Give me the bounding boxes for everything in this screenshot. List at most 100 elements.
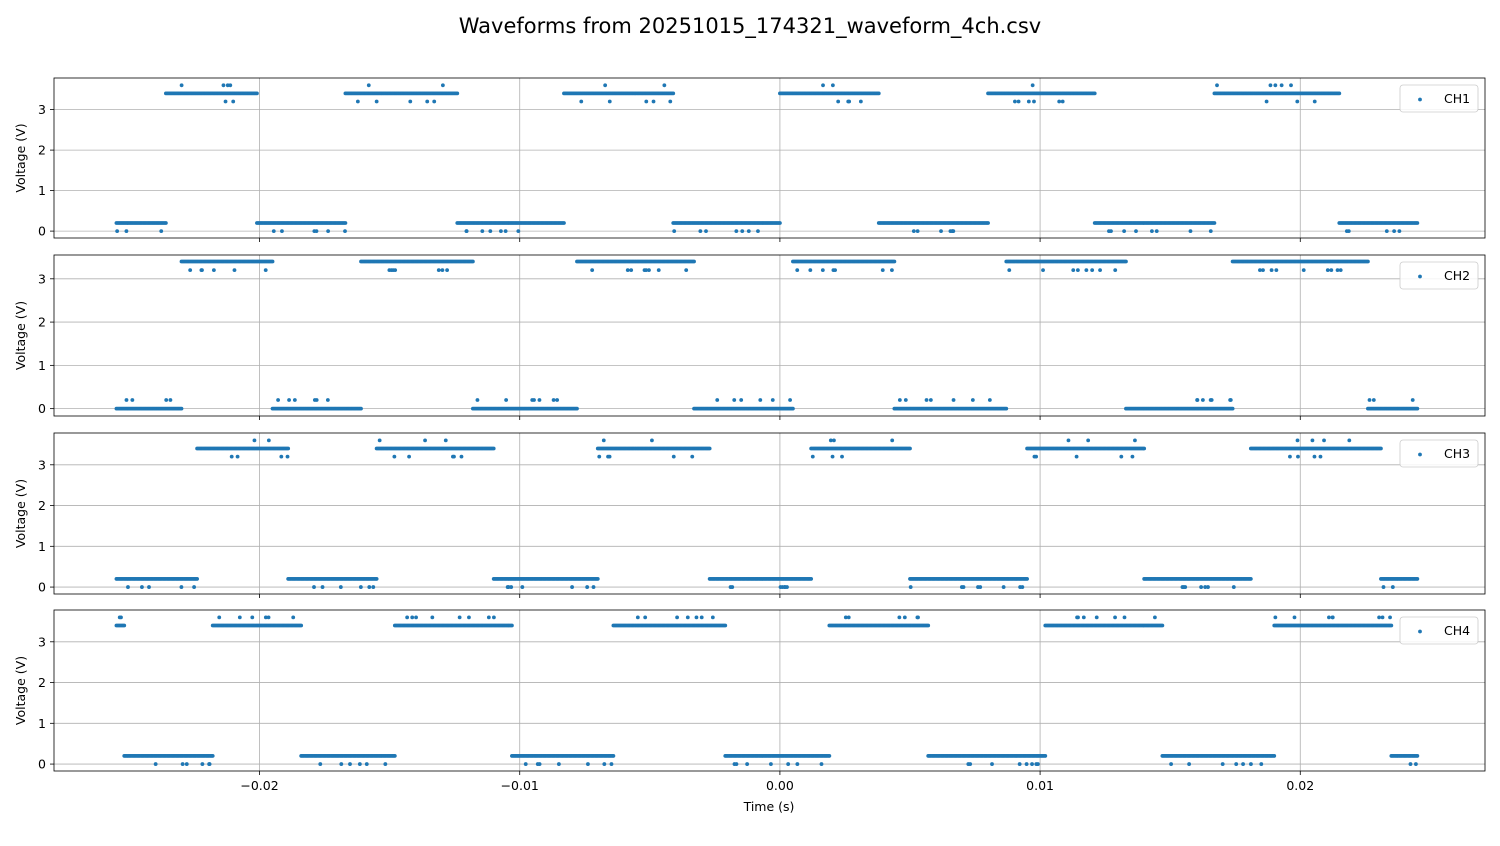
data-point bbox=[371, 585, 376, 589]
data-point bbox=[299, 623, 304, 628]
data-point bbox=[746, 229, 751, 234]
data-point bbox=[601, 438, 606, 443]
data-point bbox=[343, 221, 348, 225]
data-point bbox=[1414, 762, 1418, 766]
data-point bbox=[1032, 454, 1037, 459]
data-point bbox=[180, 762, 185, 766]
data-point bbox=[229, 454, 234, 459]
data-point bbox=[970, 398, 975, 402]
data-point bbox=[808, 268, 813, 273]
data-point bbox=[734, 229, 739, 234]
plot-area bbox=[54, 610, 1485, 771]
data-point bbox=[609, 762, 614, 766]
y-tick-label: 0 bbox=[38, 401, 46, 416]
data-point bbox=[704, 229, 708, 234]
data-point bbox=[1230, 406, 1235, 411]
data-point bbox=[292, 398, 297, 402]
data-point bbox=[1208, 229, 1213, 234]
data-point bbox=[325, 398, 330, 402]
data-point bbox=[590, 268, 595, 273]
data-point bbox=[990, 762, 994, 766]
data-point bbox=[1310, 438, 1315, 443]
data-point bbox=[389, 268, 394, 273]
data-point bbox=[357, 762, 362, 766]
data-point bbox=[374, 577, 379, 581]
plot-area bbox=[54, 255, 1485, 416]
data-point bbox=[1084, 268, 1089, 273]
data-point bbox=[986, 221, 990, 225]
data-point bbox=[1043, 754, 1048, 758]
data-point bbox=[1004, 406, 1009, 411]
data-point bbox=[1041, 268, 1045, 273]
data-point bbox=[211, 268, 216, 273]
data-point bbox=[312, 585, 316, 589]
plot-area bbox=[54, 78, 1485, 238]
data-point bbox=[459, 454, 464, 459]
y-tick-label: 3 bbox=[38, 634, 46, 649]
data-point bbox=[961, 585, 966, 589]
legend-marker bbox=[1418, 97, 1422, 102]
data-point bbox=[723, 623, 728, 628]
data-point bbox=[1292, 615, 1297, 620]
data-point bbox=[795, 268, 800, 273]
data-point bbox=[651, 99, 656, 104]
data-point bbox=[280, 229, 284, 234]
data-point bbox=[1017, 762, 1022, 766]
data-point bbox=[556, 762, 561, 766]
data-point bbox=[892, 259, 897, 264]
data-point bbox=[407, 454, 411, 459]
data-point bbox=[690, 454, 695, 459]
data-point bbox=[575, 406, 579, 411]
data-point bbox=[846, 99, 851, 104]
data-point bbox=[734, 762, 739, 766]
data-point bbox=[597, 454, 602, 459]
data-point bbox=[366, 83, 371, 88]
data-point bbox=[732, 398, 737, 402]
data-point bbox=[414, 615, 418, 620]
data-point bbox=[475, 398, 480, 402]
data-point bbox=[694, 615, 699, 620]
data-point bbox=[147, 585, 151, 589]
subplot-ch4: −0.02 −0.01 0.00 0.01 0.02 0 1 2 3 Voltage (V) CH4 bbox=[13, 609, 1486, 793]
data-point bbox=[924, 398, 929, 402]
data-point bbox=[1377, 615, 1382, 620]
data-point bbox=[1390, 585, 1395, 589]
data-point bbox=[364, 762, 369, 766]
data-point bbox=[405, 615, 410, 620]
data-point bbox=[1113, 268, 1118, 273]
data-point bbox=[348, 762, 352, 766]
data-point bbox=[1366, 259, 1370, 264]
data-point bbox=[200, 762, 205, 766]
data-point bbox=[876, 91, 881, 96]
axes-frame bbox=[53, 254, 1486, 417]
data-point bbox=[1295, 438, 1300, 443]
data-point bbox=[1094, 615, 1099, 620]
data-point bbox=[231, 99, 236, 104]
data-point bbox=[358, 585, 363, 589]
legend-box bbox=[1399, 261, 1479, 290]
data-point bbox=[1090, 268, 1095, 273]
data-point bbox=[756, 229, 760, 234]
data-point bbox=[232, 268, 237, 273]
data-point bbox=[1337, 91, 1342, 96]
data-point bbox=[1273, 83, 1278, 88]
data-point bbox=[159, 229, 164, 234]
data-point bbox=[1180, 585, 1185, 589]
data-point bbox=[250, 615, 255, 620]
y-tick-label: 2 bbox=[38, 498, 46, 513]
data-point bbox=[908, 585, 913, 589]
data-point bbox=[445, 268, 449, 273]
data-point bbox=[1066, 438, 1071, 443]
data-point bbox=[1264, 99, 1269, 104]
data-point bbox=[286, 446, 291, 451]
data-point bbox=[968, 762, 973, 766]
data-point bbox=[1124, 259, 1128, 264]
data-point bbox=[440, 268, 445, 273]
data-point bbox=[537, 398, 542, 402]
data-point bbox=[1295, 99, 1300, 104]
y-axis-label: Voltage (V) bbox=[13, 123, 28, 192]
data-point bbox=[1335, 268, 1340, 273]
data-point bbox=[1060, 99, 1065, 104]
x-tick-label: −0.02 bbox=[240, 778, 278, 793]
